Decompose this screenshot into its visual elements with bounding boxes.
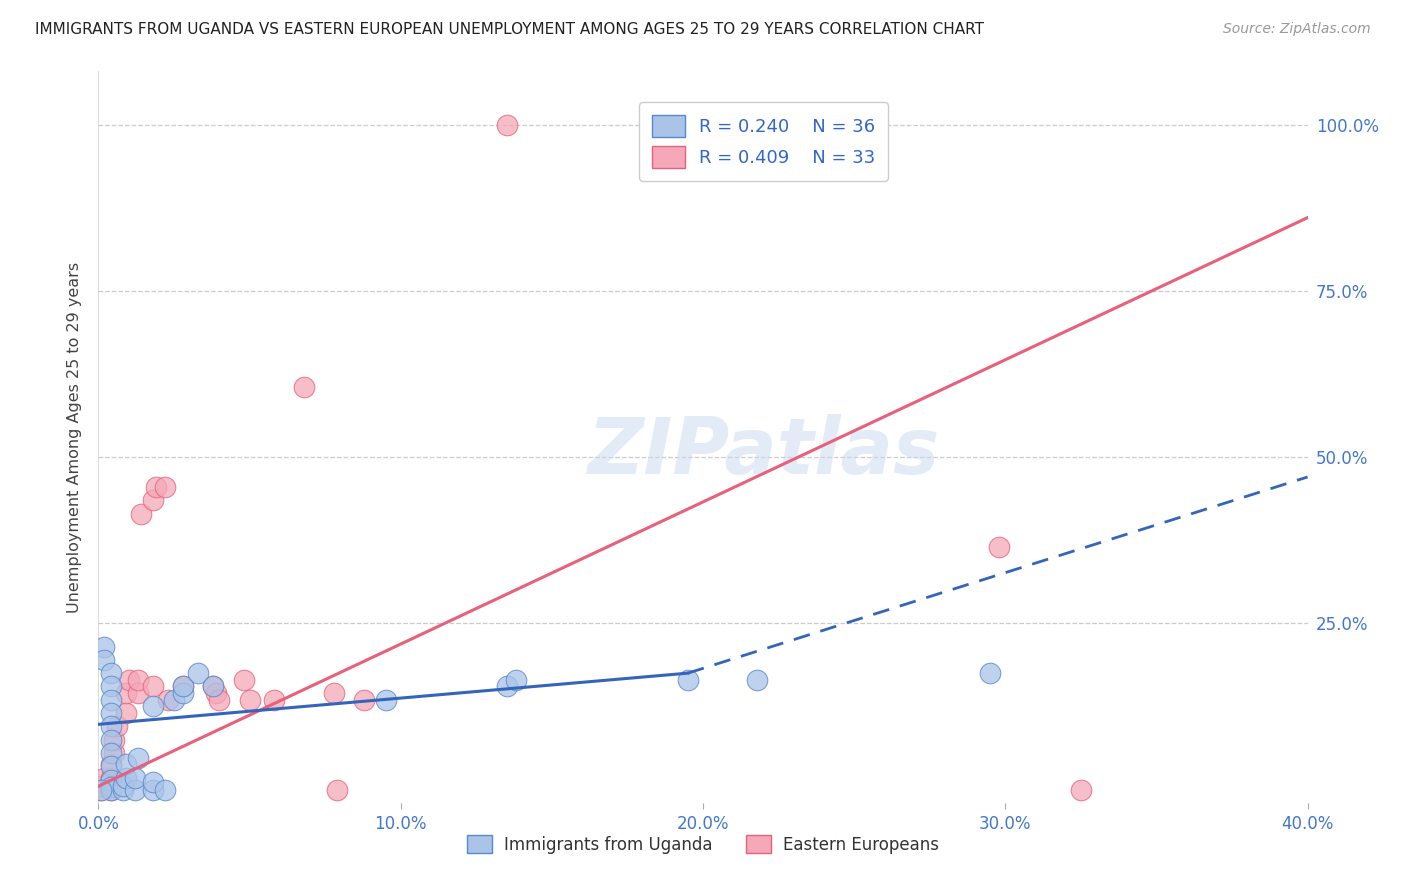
Point <box>90 782 112 797</box>
Point <box>103 746 125 760</box>
Y-axis label: Unemployment Among Ages 25 to 29 years: Unemployment Among Ages 25 to 29 years <box>66 261 82 613</box>
Point <box>988 540 1011 554</box>
Point <box>202 680 225 694</box>
Point <box>323 686 346 700</box>
Point <box>100 680 122 694</box>
Point <box>142 782 165 797</box>
Point <box>127 686 149 700</box>
Point <box>93 653 115 667</box>
Point <box>208 692 231 706</box>
Legend: Immigrants from Uganda, Eastern Europeans: Immigrants from Uganda, Eastern European… <box>461 829 945 860</box>
Point <box>1070 782 1092 797</box>
Point <box>100 757 122 772</box>
Point <box>100 706 122 720</box>
Point <box>90 782 112 797</box>
Point <box>172 686 194 700</box>
Point <box>353 692 375 706</box>
Point <box>145 480 167 494</box>
Point <box>93 771 115 785</box>
Point <box>100 771 122 785</box>
Point <box>100 719 122 733</box>
Point <box>100 780 122 794</box>
Point <box>100 732 122 747</box>
Point <box>142 774 165 789</box>
Text: ZIPatlas: ZIPatlas <box>588 414 939 490</box>
Point <box>127 750 149 764</box>
Point <box>153 782 176 797</box>
Text: Source: ZipAtlas.com: Source: ZipAtlas.com <box>1223 22 1371 37</box>
Point <box>100 746 122 760</box>
Point <box>129 507 152 521</box>
Point <box>90 779 112 793</box>
Point <box>737 118 759 132</box>
Point <box>374 692 396 706</box>
Point <box>105 719 128 733</box>
Point <box>127 673 149 687</box>
Point <box>100 666 122 681</box>
Point <box>111 782 134 797</box>
Point <box>100 772 122 787</box>
Point <box>93 640 115 654</box>
Point <box>100 782 122 797</box>
Point <box>292 380 315 394</box>
Point <box>505 673 527 687</box>
Point <box>263 692 285 706</box>
Point <box>124 782 146 797</box>
Point <box>114 757 136 772</box>
Point <box>142 699 165 714</box>
Point <box>114 771 136 785</box>
Point <box>187 666 209 681</box>
Point <box>647 118 669 132</box>
Point <box>676 673 699 687</box>
Point <box>495 118 517 132</box>
Point <box>142 493 165 508</box>
Point <box>114 686 136 700</box>
Point <box>100 782 122 797</box>
Point <box>153 480 176 494</box>
Point <box>979 666 1001 681</box>
Text: IMMIGRANTS FROM UGANDA VS EASTERN EUROPEAN UNEMPLOYMENT AMONG AGES 25 TO 29 YEAR: IMMIGRANTS FROM UGANDA VS EASTERN EUROPE… <box>35 22 984 37</box>
Point <box>239 692 262 706</box>
Point <box>100 759 122 773</box>
Point <box>114 706 136 720</box>
Point <box>124 771 146 785</box>
Point <box>232 673 254 687</box>
Point <box>495 680 517 694</box>
Point <box>172 680 194 694</box>
Point <box>163 692 186 706</box>
Point <box>172 680 194 694</box>
Point <box>205 686 228 700</box>
Point <box>118 673 141 687</box>
Point <box>111 779 134 793</box>
Point <box>100 692 122 706</box>
Point <box>156 692 179 706</box>
Point <box>326 782 349 797</box>
Point <box>747 673 769 687</box>
Point <box>202 680 225 694</box>
Point <box>142 680 165 694</box>
Point <box>103 732 125 747</box>
